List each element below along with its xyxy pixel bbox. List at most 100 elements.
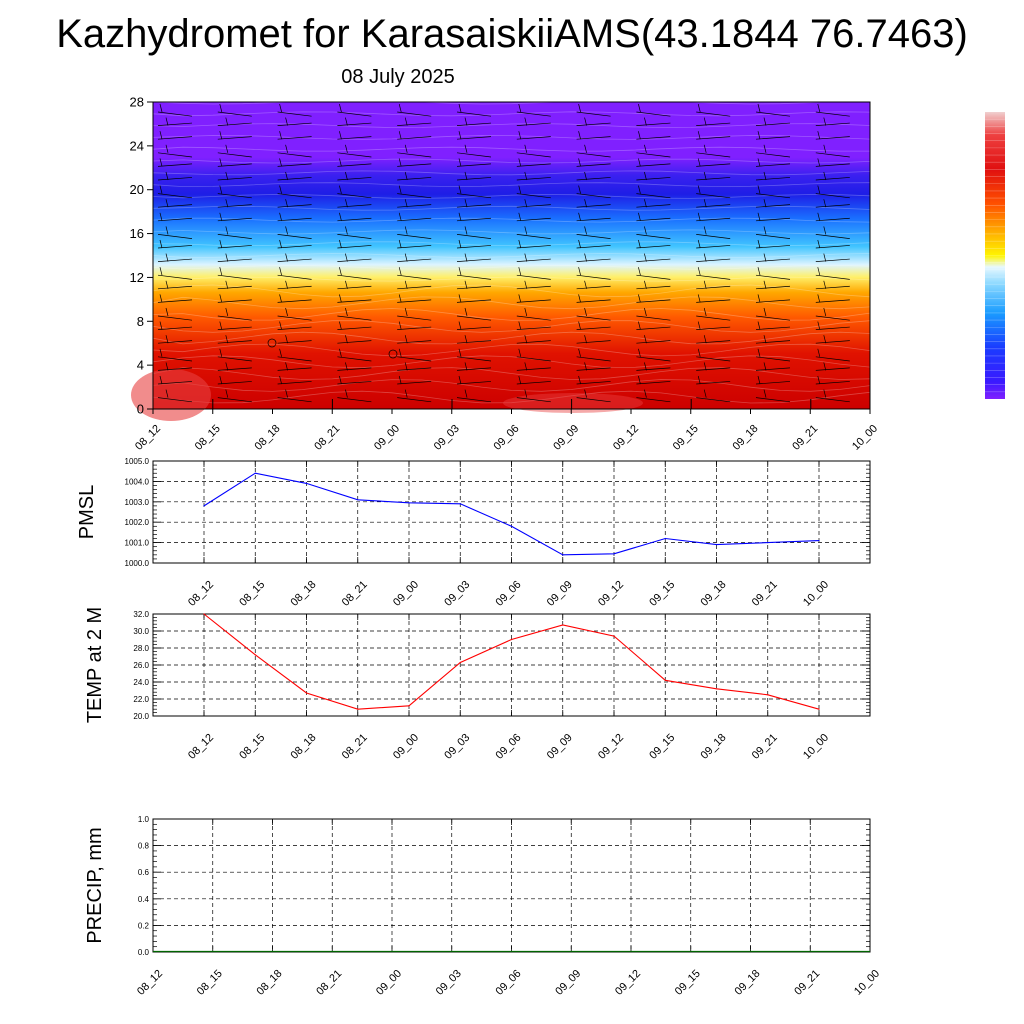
wind-barb-feather [165,117,169,126]
wind-barb [576,258,611,262]
data-point [510,525,513,527]
wind-barb-feather [404,307,408,317]
wind-barb-feather [703,362,707,371]
y-tick-label: 16 [130,226,144,241]
wind-barb [397,340,432,344]
wind-barb [456,122,492,126]
wind-barb [696,152,731,158]
wind-barb [217,111,252,117]
wind-barb [696,163,731,167]
wind-barb-feather [225,335,229,344]
data-point [459,503,461,505]
wind-barb-feather [763,199,767,208]
wind-barb-feather [339,103,342,113]
wind-barb-feather [518,212,522,221]
wind-barb [277,397,312,403]
wind-barb-feather [219,348,223,357]
data-point [767,694,769,696]
warm-core [503,393,643,413]
contour-line [152,146,870,152]
y-tick-label: 30.0 [133,627,149,636]
wind-barb-feather [817,239,821,249]
wind-barb-feather [159,158,163,167]
data-point [818,539,820,542]
x-tick-label: 08_12 [186,579,216,609]
wind-barb [397,177,432,181]
x-tick-label: 08_21 [340,579,370,609]
data-point [715,544,718,546]
wind-barb [337,193,372,199]
data-point [818,708,820,710]
wind-barb [576,381,611,385]
y-tick-label: 4 [137,358,144,373]
wind-barb [516,193,551,199]
wind-barb-feather [339,185,342,194]
wind-barb-feather [703,199,707,208]
wind-barb [157,285,193,290]
wind-barb-feather [638,131,641,140]
wind-barb [815,315,850,321]
y-tick-label: 28.0 [133,644,149,653]
wind-barb-feather [159,185,163,194]
wind-barb-feather [757,321,761,330]
wind-barb-feather [644,280,647,289]
wind-barb-feather [165,226,169,235]
wind-barb [337,340,372,344]
wind-barb-feather [703,117,707,126]
data-point [254,654,256,656]
contour-line [152,343,871,357]
wind-barb-feather [697,131,701,140]
wind-barb [815,234,850,239]
data-point [562,554,564,556]
wind-barb [456,152,492,158]
wind-barb [157,111,193,117]
wind-barb-feather [165,171,169,181]
wind-barb [397,111,432,117]
y-tick-label: 12 [130,270,144,285]
wind-barb-feather [518,103,522,113]
wind-barb-feather [279,294,282,303]
wind-barb [456,315,492,321]
wind-barb-feather [225,199,229,208]
wind-barb-feather [225,171,229,181]
wind-barb-feather [578,212,581,221]
x-tick-label: 09_09 [545,579,575,609]
wind-barb-feather [638,321,641,330]
x-tick-label: 10_00 [852,968,882,998]
x-tick-label: 09_21 [792,968,822,998]
x-tick-label: 09_00 [374,968,404,998]
y-tick-label: 22.0 [133,695,149,704]
wind-barb [337,285,372,290]
wind-barb [277,111,312,117]
wind-barb [516,340,551,344]
wind-barb [277,245,312,249]
wind-barb [277,152,312,158]
wind-barb [456,285,492,290]
wind-barb [277,234,312,239]
wind-barb [636,274,671,280]
y-tick-label: 1004.0 [125,477,150,486]
wind-barb-feather [697,239,701,249]
wind-barb [456,397,492,403]
wind-barb [576,217,611,222]
wind-barb [696,274,731,280]
x-tick-label: 09_18 [731,423,761,453]
wind-barb [337,217,372,222]
wind-barb [516,315,551,321]
wind-barb-feather [644,389,647,398]
wind-barb-feather [817,158,821,167]
wind-barb [337,245,372,249]
wind-barb [755,111,791,117]
wind-barb-feather [644,171,647,181]
wind-barb-feather [584,307,587,317]
wind-barb [755,217,791,222]
wind-barb [157,122,193,126]
wind-barb [516,356,551,362]
wind-barb-feather [464,280,468,289]
wind-barb [277,177,312,181]
wind-barb-feather [638,239,641,249]
wind-barb-feather [159,267,163,276]
wind-barb-feather [817,103,821,113]
wind-barb [755,326,791,330]
wind-barb [217,122,252,126]
